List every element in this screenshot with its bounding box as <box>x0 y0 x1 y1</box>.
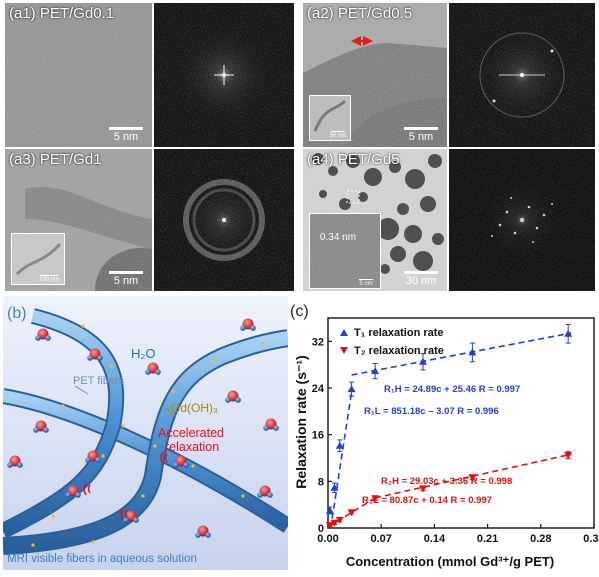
data-point <box>330 483 339 491</box>
relaxation-label: relaxation <box>165 440 219 454</box>
x-tick-label: 0.35 <box>583 533 599 545</box>
scale-bar-a4: 30 nm <box>401 271 441 287</box>
eq-r2l: R₂L = 80.87c + 0.14 R = 0.997 <box>362 495 492 506</box>
scale-bar-a2: 5 nm <box>401 127 441 143</box>
data-point <box>468 474 477 482</box>
eq-r2h: R₂H = 29.03c + 3.36 R = 0.998 <box>381 476 512 487</box>
data-point <box>564 329 573 337</box>
data-point <box>419 357 427 365</box>
y-tick-label: 24 <box>312 383 325 395</box>
fit-line <box>329 391 353 529</box>
panel-b-illustration: (b) H₂O PET fibers Gd(OH)₃ Accelerated r… <box>3 296 288 570</box>
fft-image-a3 <box>154 149 294 291</box>
y-tick-label: 8 <box>318 476 324 488</box>
data-point <box>330 519 339 527</box>
fft-image-a1 <box>154 3 294 147</box>
data-point <box>335 441 344 449</box>
data-point <box>371 495 380 503</box>
panel-label-a3: (a3) PET/Gd1 <box>9 151 102 168</box>
legend-label-t1: T₁ relaxation rate <box>354 327 444 339</box>
tem-image-a1: (a1) PET/Gd0.1 5 nm <box>5 3 152 147</box>
x-tick-label: 0.28 <box>530 533 551 545</box>
panel-label-a1: (a1) PET/Gd0.1 <box>9 5 115 22</box>
tem-image-a2: (a2) PET/Gd0.5 50 nm 5 nm <box>303 3 447 147</box>
fft-image-a4 <box>449 149 595 291</box>
data-point <box>347 509 356 517</box>
eq-r1l: R₁L = 851.18c – 3.07 R = 0.996 <box>364 406 499 417</box>
gdoh3-label: Gd(OH)₃ <box>171 401 218 415</box>
x-tick-label: 0.14 <box>424 533 446 545</box>
plot-frame <box>327 317 595 529</box>
tem-image-a4: (a4) PET/Gd5 0.34 nm 5 nm 30 nm <box>303 149 447 291</box>
data-point <box>325 522 334 530</box>
lattice-spacing: 0.34 nm <box>319 232 357 243</box>
legend-marker-t2 <box>340 347 348 354</box>
caption-label: MRI visible fibers in aqueous solution <box>7 553 197 565</box>
legend: T₁ relaxation rate T₂ relaxation rate <box>340 327 444 357</box>
panel-label-a2: (a2) PET/Gd0.5 <box>307 5 413 22</box>
data-point <box>564 452 573 460</box>
data-point <box>325 506 334 514</box>
y-tick-label: 32 <box>312 336 324 348</box>
y-axis-label: Relaxation rate (s⁻¹) <box>293 355 309 488</box>
inset-a4: 0.34 nm 5 nm <box>309 213 381 289</box>
y-tick-label: 16 <box>312 430 324 442</box>
h2o-label: H₂O <box>131 346 156 361</box>
data-point <box>335 516 344 524</box>
data-point <box>468 348 477 356</box>
x-tick-label: 0.07 <box>370 533 391 545</box>
scale-bar-a3: 5 nm <box>106 271 146 287</box>
accelerated-label: Accelerated <box>158 426 224 440</box>
tem-image-a3: (a3) PET/Gd1 100 nm 5 nm <box>5 149 152 291</box>
inset-a3: 100 nm <box>11 233 65 285</box>
inset-a2: 50 nm <box>309 95 351 141</box>
scale-bar-a1: 5 nm <box>106 127 146 143</box>
panel-b-label: (b) <box>7 305 27 322</box>
panel-c-chart: (c) 0.00 0.07 0.14 0.21 0.28 0.35 0 8 16 24 32 T₁ … <box>290 296 599 572</box>
data-point <box>419 485 427 493</box>
y-tick-label: 0 <box>318 523 324 535</box>
data-point <box>371 367 380 375</box>
x-tick-label: 0.21 <box>477 533 498 545</box>
eq-r1h: R₁H = 24.89c + 25.46 R = 0.997 <box>384 384 520 395</box>
panel-label-a4: (a4) PET/Gd5 <box>307 151 400 168</box>
data-point <box>347 385 356 393</box>
x-axis-label: Concentration (mmol Gd³⁺/g PET) <box>346 554 554 569</box>
fit-line <box>351 332 572 376</box>
pet-fibers-label: PET fibers <box>73 375 125 387</box>
legend-label-t2: T₂ relaxation rate <box>354 345 444 357</box>
fft-image-a2 <box>449 3 595 147</box>
legend-marker-t1 <box>340 329 348 336</box>
panel-c-label: (c) <box>290 303 309 320</box>
x-tick-label: 0.00 <box>317 533 338 545</box>
